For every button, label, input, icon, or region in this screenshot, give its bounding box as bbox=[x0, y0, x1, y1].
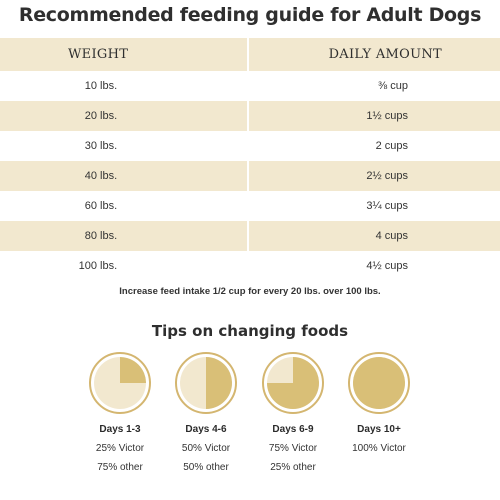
table-row: 100 lbs. 4½ cups bbox=[0, 251, 500, 281]
tip-days-label: Days 1-3 bbox=[99, 424, 141, 435]
weight-cell: 10 lbs. bbox=[84, 80, 118, 92]
tip-victor-share: 25% Victor bbox=[95, 443, 145, 454]
weight-cell: 40 lbs. bbox=[84, 170, 118, 182]
tip-days-label: Days 4-6 bbox=[185, 424, 227, 435]
amount-cell: 4 cups bbox=[375, 230, 408, 242]
weight-cell: 80 lbs. bbox=[84, 230, 118, 242]
page-title: Recommended feeding guide for Adult Dogs bbox=[18, 4, 482, 26]
amount-cell: 3¼ cups bbox=[366, 200, 408, 212]
table-row: 60 lbs. 3¼ cups bbox=[0, 191, 500, 221]
weight-cell: 30 lbs. bbox=[84, 140, 118, 152]
amount-cell: 4½ cups bbox=[366, 260, 408, 272]
transition-pie-icon bbox=[262, 352, 324, 414]
tip-other-share: 75% other bbox=[97, 462, 143, 473]
feeding-table: WEIGHT DAILY AMOUNT 10 lbs. ⅜ cup 20 lbs… bbox=[0, 38, 500, 281]
pie-victor-share bbox=[267, 357, 319, 409]
tip-days-label: Days 6-9 bbox=[272, 424, 314, 435]
tip-days-4-6: Days 4-6 50% Victor 50% other bbox=[161, 352, 251, 473]
tip-days-6-9: Days 6-9 75% Victor 25% other bbox=[248, 352, 338, 473]
feed-intake-note: Increase feed intake 1/2 cup for every 2… bbox=[119, 286, 381, 297]
transition-pie-icon bbox=[348, 352, 410, 414]
tip-victor-share: 100% Victor bbox=[352, 443, 406, 454]
table-row: 20 lbs. 1½ cups bbox=[0, 101, 500, 131]
pie-victor-share bbox=[353, 357, 405, 409]
tip-victor-share: 75% Victor bbox=[268, 443, 318, 454]
amount-cell: 2 cups bbox=[375, 140, 408, 152]
header-daily-amount: DAILY AMOUNT bbox=[328, 47, 442, 62]
tip-victor-share: 50% Victor bbox=[181, 443, 231, 454]
table-header-row: WEIGHT DAILY AMOUNT bbox=[0, 38, 500, 71]
table-row: 10 lbs. ⅜ cup bbox=[0, 71, 500, 101]
tips-title: Tips on changing foods bbox=[151, 322, 349, 340]
tips-section: Days 1-3 25% Victor 75% other Days 4-6 5… bbox=[0, 352, 500, 500]
table-row: 30 lbs. 2 cups bbox=[0, 131, 500, 161]
tip-days-label: Days 10+ bbox=[357, 424, 401, 435]
weight-cell: 20 lbs. bbox=[84, 110, 118, 122]
amount-cell: 1½ cups bbox=[366, 110, 408, 122]
amount-cell: ⅜ cup bbox=[378, 80, 408, 92]
header-weight: WEIGHT bbox=[68, 47, 129, 62]
amount-cell: 2½ cups bbox=[366, 170, 408, 182]
table-row: 40 lbs. 2½ cups bbox=[0, 161, 500, 191]
transition-pie-icon bbox=[89, 352, 151, 414]
pie-victor-share bbox=[206, 357, 232, 409]
pie-victor-share bbox=[120, 357, 146, 383]
tip-other-share: 50% other bbox=[183, 462, 229, 473]
weight-cell: 100 lbs. bbox=[78, 260, 118, 272]
transition-pie-icon bbox=[175, 352, 237, 414]
tip-other-share: 25% other bbox=[270, 462, 316, 473]
tip-days-10-plus: Days 10+ 100% Victor bbox=[334, 352, 424, 462]
weight-cell: 60 lbs. bbox=[84, 200, 118, 212]
tip-days-1-3: Days 1-3 25% Victor 75% other bbox=[75, 352, 165, 473]
table-row: 80 lbs. 4 cups bbox=[0, 221, 500, 251]
